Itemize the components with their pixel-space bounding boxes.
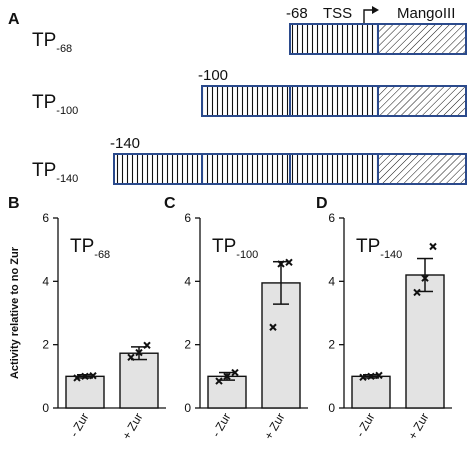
bar-chart-panel: B 0 2 4 6 TP-68 - Zur + Zur Activity relative to… [8,195,166,442]
y-axis-label: Activity relative to no Zur [9,246,21,379]
y-tick-label: 6 [184,211,191,225]
construct-name-sub: -100 [56,105,78,117]
mango-label: MangoIII [397,5,455,22]
y-tick-label: 0 [328,401,335,415]
category-label: - Zur [209,411,234,440]
construct-position-label: -140 [110,135,140,152]
data-point [413,288,421,297]
data-point [215,377,223,385]
chart-title: TP-100 [212,236,258,261]
category-label: + Zur [405,410,431,442]
construct-name-main: TP [32,30,56,51]
panel-a-construct-diagram: A TSS MangoIII TP-68-68TP-100-100TP-140-… [8,5,467,185]
panel-letter: B [8,195,20,212]
construct-name-sub: -140 [56,173,78,185]
bar [207,375,247,409]
data-point [127,353,135,362]
construct-name-sub: -68 [56,43,72,55]
category-label: - Zur [353,411,378,440]
construct-name-main: TP [32,160,56,181]
construct-name: TP-100 [32,92,78,117]
mango-segment-outline [377,85,467,117]
y-tick-label: 2 [42,338,49,352]
promoter-segment [290,86,378,116]
bar-chart-panel: C 0 2 4 6 TP-100 - Zur + Zur [164,195,308,442]
category-label: + Zur [261,410,287,442]
chart-title: TP-68 [70,236,110,261]
chart-title: TP-140 [356,236,402,261]
data-point [81,372,89,381]
promoter-segment [202,86,290,116]
y-tick-label: 6 [328,211,335,225]
y-tick-label: 6 [42,211,49,225]
data-point [367,372,375,381]
chart-title-sub: -68 [94,249,110,261]
construct-name: TP-68 [32,30,72,55]
data-point [285,258,293,267]
promoter-segment [202,154,290,184]
category-label: + Zur [119,410,145,442]
mango-segment [378,24,466,54]
bar-chart-panel: D 0 2 4 6 TP-140 - Zur + Zur [316,195,452,442]
bar [119,352,159,409]
category-label: - Zur [67,411,92,440]
construct-row: TP-68-68 [32,5,467,55]
bar [405,274,445,409]
construct-position-label: -68 [286,5,308,22]
chart-title-sub: -100 [236,249,258,261]
construct-row: TP-100-100 [32,67,467,117]
data-point [429,242,437,251]
data-point [421,274,429,282]
y-tick-label: 4 [42,274,49,288]
construct-row: TP-140-140 [32,135,467,185]
data-point [135,348,143,357]
y-tick-label: 4 [184,274,191,288]
y-tick-label: 2 [328,338,335,352]
y-tick-label: 4 [328,274,335,288]
data-point [89,371,97,380]
y-tick-label: 0 [184,401,191,415]
data-point [375,371,383,380]
tss-arrowhead-icon [372,6,379,14]
panel-letter: C [164,195,176,212]
chart-title-main: TP [212,236,236,257]
chart-title-main: TP [356,236,380,257]
mango-segment [378,86,466,116]
construct-name: TP-140 [32,160,78,185]
tss-arrow-icon [363,9,375,24]
data-point [143,341,151,350]
panel-letter: D [316,195,328,212]
chart-title-main: TP [70,236,94,257]
data-point [277,260,285,268]
data-point [359,373,367,381]
data-point [223,372,231,381]
promoter-segment [290,154,378,184]
data-point [231,368,239,377]
promoter-segment [290,24,378,54]
bar [65,375,105,409]
bar [351,375,391,409]
tss-label: TSS [323,5,352,22]
panel-a-letter: A [8,11,20,28]
construct-position-label: -100 [198,67,228,84]
mango-segment-outline [377,23,467,55]
chart-title-sub: -140 [380,249,402,261]
construct-name-main: TP [32,92,56,113]
data-point [269,323,277,331]
mango-segment-outline [377,153,467,185]
mango-segment [378,154,466,184]
data-point [73,374,81,382]
y-tick-label: 0 [42,401,49,415]
y-tick-label: 2 [184,338,191,352]
promoter-segment [114,154,202,184]
